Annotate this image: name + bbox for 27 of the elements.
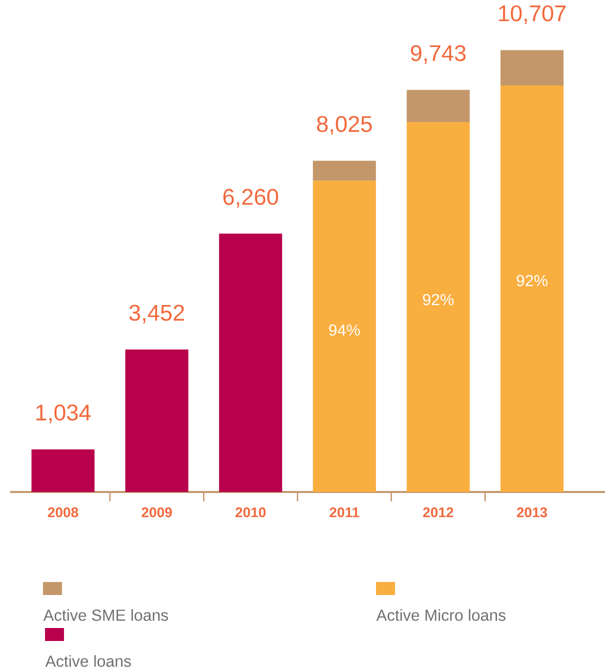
x-tick-label: 2012 [423,507,454,518]
bar [406,122,470,492]
annotation: 92% [422,294,454,306]
x-tick-label: 2009 [142,507,172,518]
data-label: 1,034 [36,404,91,424]
bar [500,50,564,86]
x-tick-label: 2011 [330,507,360,518]
annotation: 94% [329,324,360,336]
x-tick-label: 2013 [516,507,548,518]
bar [406,90,470,122]
total-label: 8,025 [317,116,372,135]
total-label: 10,707 [499,5,566,24]
x-tick-label: 2008 [48,507,78,518]
bar [500,85,564,492]
bar [219,234,282,492]
legend-label: Active Micro loans [376,609,506,621]
bar [125,350,188,492]
bar [312,180,376,492]
annotation: 92% [516,274,548,286]
x-tick-label: 2010 [236,507,266,518]
legend-label: Active loans [45,655,131,667]
bar [31,449,95,492]
total-label: 9,743 [410,45,466,64]
data-label: 3,452 [129,304,184,324]
bar [312,160,376,181]
data-label: 6,260 [223,188,278,208]
legend-label: Active SME loans [43,609,168,621]
